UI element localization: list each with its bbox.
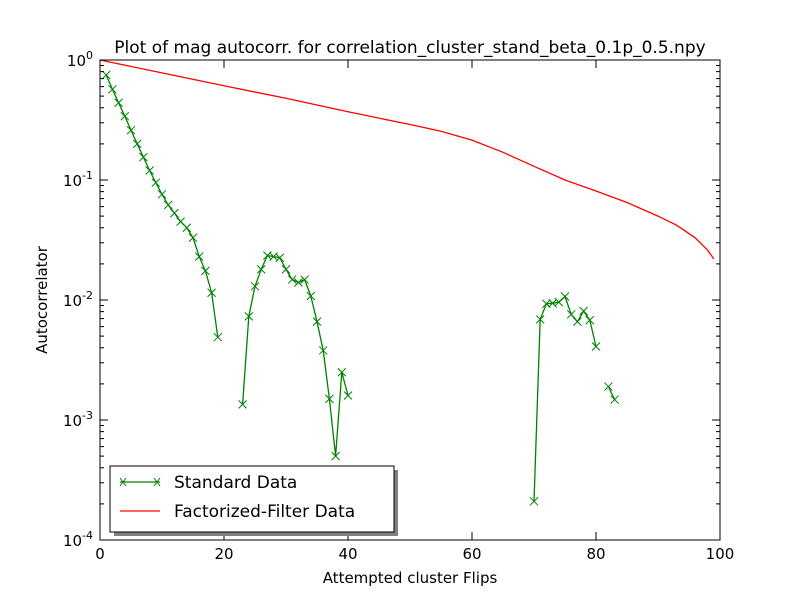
y-tick-label: 10-4: [63, 529, 93, 550]
standard-data-point: [120, 111, 130, 121]
x-tick-label: 40: [338, 545, 357, 563]
standard-data-point: [194, 252, 204, 261]
x-tick-label: 80: [586, 545, 605, 563]
standard-series-line: [607, 386, 616, 400]
y-tick-label: 10-3: [63, 409, 93, 430]
standard-data-point: [610, 395, 619, 404]
standard-data-point: [535, 314, 545, 324]
standard-data-point: [201, 266, 210, 276]
y-tick-label: 10-1: [63, 169, 93, 190]
factorized-series-line: [99, 59, 715, 260]
legend-label-standard: Standard Data: [174, 473, 297, 493]
standard-data-point: [300, 275, 309, 284]
legend-box: [109, 465, 395, 533]
chart-title: Plot of mag autocorr. for correlation_cl…: [114, 38, 705, 58]
standard-data-point: [182, 223, 192, 233]
standard-data-point: [604, 382, 613, 391]
y-tick-label: 100: [67, 49, 93, 70]
standard-data-point: [318, 346, 328, 355]
standard-data-point: [256, 265, 266, 274]
y-tick-label: 10-2: [63, 289, 93, 310]
standard-data-point: [139, 152, 148, 162]
standard-data-point: [343, 391, 353, 400]
standard-data-point: [213, 332, 223, 342]
y-axis-label: Autocorrelator: [33, 245, 51, 354]
standard-data-point: [287, 275, 297, 284]
standard-data-point: [188, 233, 198, 243]
standard-data-point: [101, 70, 111, 80]
standard-data-point: [566, 309, 576, 319]
standard-data-point: [207, 288, 216, 298]
standard-data-point: [529, 496, 539, 506]
standard-data-point: [108, 84, 117, 94]
legend-label-factorized: Factorized-Filter Data: [174, 502, 355, 522]
standard-data-point: [560, 292, 570, 301]
standard-data-point: [337, 367, 347, 377]
standard-data-point: [250, 281, 260, 291]
standard-data-point: [325, 394, 334, 404]
standard-data-point: [573, 317, 582, 327]
standard-data-point: [585, 315, 595, 325]
legend-marker-standard: [119, 477, 161, 487]
axis-ticks-group: 0 20 40 60 80 100 100 10-1 10-2 10-3 10-4: [63, 49, 734, 563]
standard-data-point: [145, 166, 154, 175]
x-tick-label: 0: [95, 545, 105, 563]
x-tick-label: 20: [214, 545, 233, 563]
legend: Standard Data Factorized-Filter Data: [109, 465, 398, 536]
standard-data-point: [170, 208, 179, 218]
x-tick-label: 100: [706, 545, 735, 563]
standard-data-point: [244, 312, 254, 321]
plot-series-group: [99, 59, 715, 506]
standard-data-point: [238, 400, 247, 409]
standard-data-point: [163, 200, 173, 210]
standard-data-point: [579, 306, 588, 316]
standard-data-point: [126, 125, 136, 135]
standard-data-point: [132, 139, 142, 149]
standard-data-point: [294, 278, 303, 287]
standard-data-point: [312, 317, 322, 327]
standard-data-point: [591, 342, 601, 351]
standard-data-point: [151, 178, 161, 188]
x-axis-label: Attempted cluster Flips: [323, 569, 498, 587]
standard-data-point: [157, 189, 167, 199]
x-tick-label: 60: [462, 545, 481, 563]
standard-series-line: [241, 254, 349, 457]
standard-data-point: [281, 265, 291, 274]
standard-data-point: [331, 451, 340, 461]
standard-series-line: [533, 295, 597, 502]
standard-data-point: [114, 98, 123, 108]
standard-data-point: [275, 253, 285, 263]
standard-data-point: [306, 291, 316, 301]
